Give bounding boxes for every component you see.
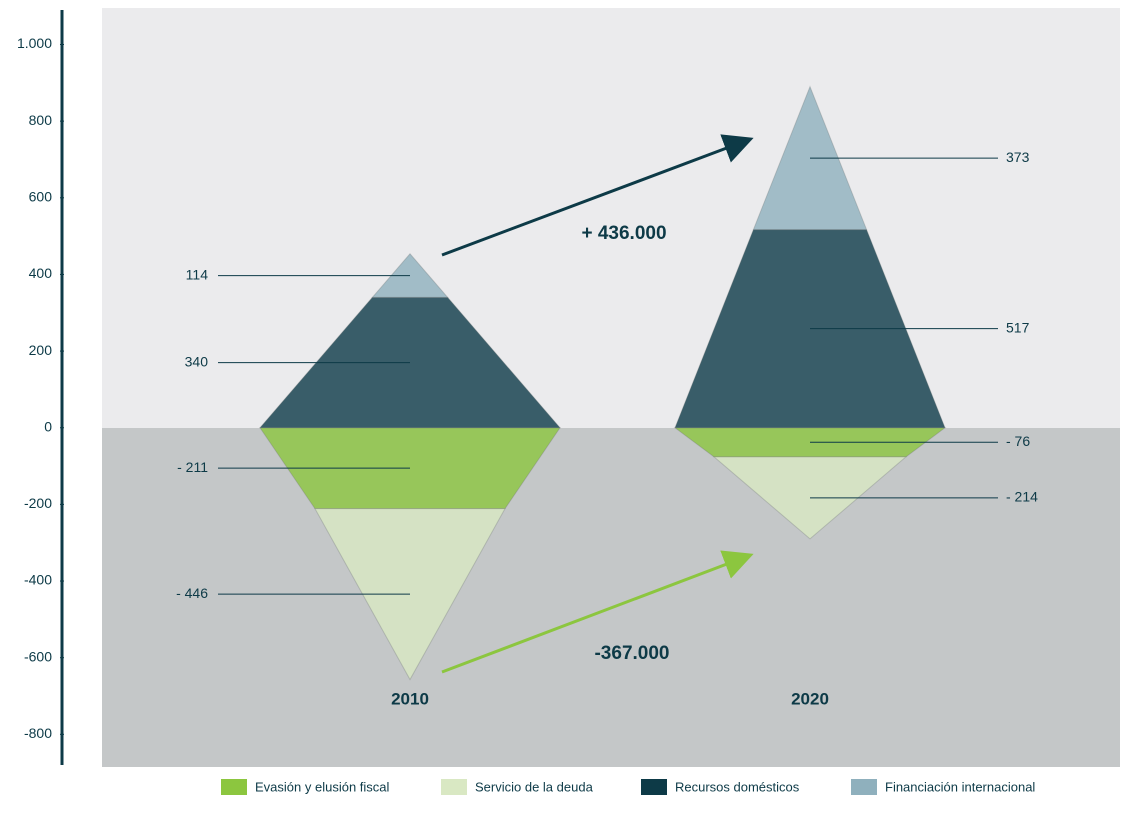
legend-label: Financiación internacional: [885, 779, 1035, 794]
y-tick-label: -600: [24, 648, 52, 664]
legend-swatch: [851, 779, 877, 795]
value-label: 517: [1006, 319, 1030, 335]
legend-swatch: [441, 779, 467, 795]
value-label: 114: [186, 266, 209, 282]
annotation: + 436.000: [581, 223, 666, 244]
x-tick-label: 2020: [791, 689, 829, 708]
y-tick-label: 400: [29, 265, 53, 281]
value-label: - 446: [176, 585, 208, 601]
legend-label: Evasión y elusión fiscal: [255, 779, 390, 794]
x-tick-label: 2010: [391, 689, 429, 708]
value-label: 340: [185, 353, 209, 369]
value-label: - 211: [177, 459, 208, 475]
arrow: [441, 550, 754, 674]
y-tick-label: 200: [29, 342, 53, 358]
y-tick-label: 0: [44, 418, 52, 434]
legend-swatch: [641, 779, 667, 795]
y-tick-label: 600: [29, 188, 53, 204]
sky: [102, 8, 1120, 428]
legend-swatch: [221, 779, 247, 795]
value-label: 373: [1006, 149, 1030, 165]
y-tick-label: -400: [24, 572, 52, 588]
y-tick-label: -200: [24, 495, 52, 511]
y-tick-label: 800: [29, 112, 53, 128]
water: [102, 428, 1120, 767]
value-label: - 76: [1006, 433, 1030, 449]
annotation: -367.000: [594, 643, 669, 664]
legend-label: Servicio de la deuda: [475, 779, 594, 794]
arrow: [441, 134, 754, 257]
legend-label: Recursos domésticos: [675, 779, 800, 794]
y-tick-label: -800: [24, 725, 52, 741]
y-tick-label: 1.000: [17, 35, 52, 51]
value-label: - 214: [1006, 489, 1038, 505]
